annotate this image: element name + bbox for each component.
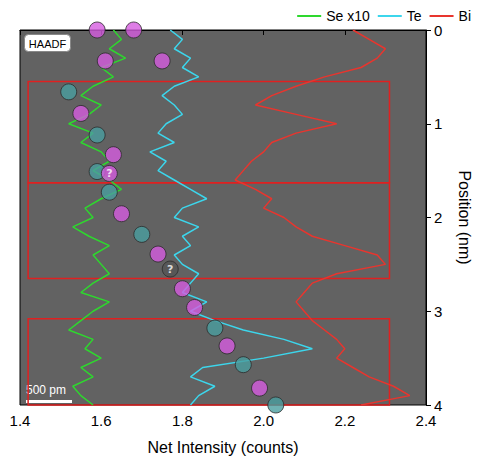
svg-text:1.4: 1.4 xyxy=(10,412,31,429)
svg-text:Bi: Bi xyxy=(459,8,471,24)
svg-text:4: 4 xyxy=(434,397,442,414)
svg-text:2: 2 xyxy=(434,209,442,226)
svg-text:1.6: 1.6 xyxy=(91,412,112,429)
svg-text:Net Intensity (counts): Net Intensity (counts) xyxy=(147,439,298,456)
svg-text:2.4: 2.4 xyxy=(416,412,437,429)
svg-text:2.0: 2.0 xyxy=(253,412,274,429)
svg-text:Position (nm): Position (nm) xyxy=(456,170,473,264)
svg-text:3: 3 xyxy=(434,303,442,320)
svg-text:Te: Te xyxy=(407,8,422,24)
svg-text:1: 1 xyxy=(434,115,442,132)
svg-text:?: ? xyxy=(167,263,173,276)
svg-text:2.2: 2.2 xyxy=(334,412,355,429)
svg-text:1.8: 1.8 xyxy=(172,412,193,429)
svg-text:Se x10: Se x10 xyxy=(326,8,370,24)
svg-text:HAADF: HAADF xyxy=(29,38,67,50)
svg-text:?: ? xyxy=(106,167,112,180)
svg-text:0: 0 xyxy=(434,22,442,39)
svg-text:500 pm: 500 pm xyxy=(26,383,66,397)
